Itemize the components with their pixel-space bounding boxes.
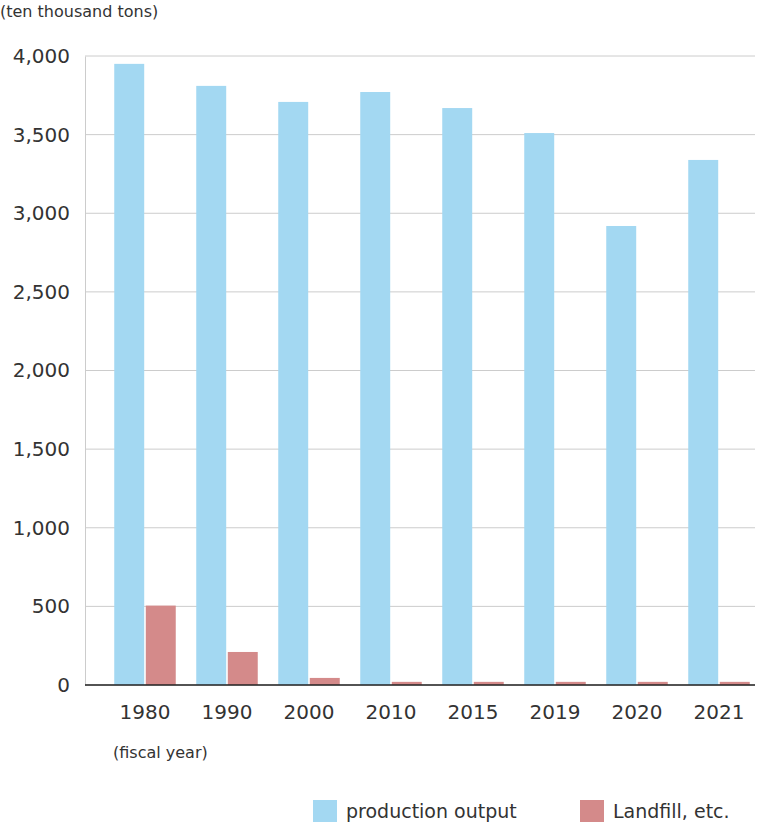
y-tick: 1,500 (13, 437, 85, 461)
y-axis-title: (ten thousand tons) (0, 2, 158, 21)
x-tick-label: 1980 (120, 700, 171, 724)
legend-label: Landfill, etc. (613, 800, 730, 822)
bar (146, 606, 176, 685)
grid-line (85, 134, 755, 135)
grid-line (85, 527, 755, 528)
y-tick: 500 (32, 594, 85, 618)
bar (606, 226, 636, 685)
bar (114, 64, 144, 685)
legend-swatch (580, 800, 604, 822)
y-axis: 0 500 1,000 1,500 2,000 2,500 3,000 3,500 4,000 (13, 44, 86, 697)
y-tick-label: 1,000 (13, 516, 70, 540)
x-tick-label: 1990 (202, 700, 253, 724)
y-tick-label: 3,000 (13, 201, 70, 225)
chart-svg: 0 500 1,000 1,500 2,000 2,500 3,000 3,500 4,000 1… (0, 0, 760, 826)
y-tick: 1,000 (13, 516, 85, 540)
x-tick: 1990 (202, 700, 253, 724)
y-tick: 3,500 (13, 123, 85, 147)
legend-label: production output (346, 800, 517, 822)
bar (442, 108, 472, 685)
x-axis-line (85, 684, 755, 686)
x-tick: 2019 (530, 700, 581, 724)
grid (85, 56, 755, 685)
legend-swatch (313, 800, 337, 822)
x-tick: 2021 (694, 700, 745, 724)
grid-line (85, 449, 755, 450)
y-tick: 3,000 (13, 201, 85, 225)
x-tick: 2000 (284, 700, 335, 724)
y-tick-label: 0 (57, 673, 70, 697)
x-axis-title: (fiscal year) (113, 743, 208, 762)
y-tick-label: 3,500 (13, 123, 70, 147)
bar (524, 133, 554, 685)
chart-container: 0 500 1,000 1,500 2,000 2,500 3,000 3,500 4,000 1… (0, 0, 760, 826)
x-tick-label: 2000 (284, 700, 335, 724)
grid-line (85, 56, 755, 57)
grid-line (85, 606, 755, 607)
legend: production output Landfill, etc. (313, 800, 730, 822)
bar (688, 160, 718, 685)
y-tick: 2,500 (13, 280, 85, 304)
bar (228, 652, 258, 685)
y-tick-label: 1,500 (13, 437, 70, 461)
y-tick-label: 4,000 (13, 44, 70, 68)
x-tick-label: 2020 (612, 700, 663, 724)
bar (196, 86, 226, 685)
y-tick: 0 (57, 673, 85, 697)
grid-line (85, 370, 755, 371)
grid-line (85, 685, 755, 686)
bars (114, 64, 750, 685)
x-tick: 1980 (120, 700, 171, 724)
grid-line (85, 291, 755, 292)
x-tick-label: 2021 (694, 700, 745, 724)
grid-line (85, 213, 755, 214)
y-axis-line (85, 57, 86, 686)
x-tick-label: 2015 (448, 700, 499, 724)
y-tick-label: 500 (32, 594, 70, 618)
x-tick: 2010 (366, 700, 417, 724)
y-tick: 2,000 (13, 358, 85, 382)
bar (278, 102, 308, 685)
x-tick-label: 2019 (530, 700, 581, 724)
bar (310, 678, 340, 685)
x-tick-label: 2010 (366, 700, 417, 724)
x-axis: 1980 1990 2000 2010 2015 2019 2020 2021 (85, 685, 755, 724)
x-tick: 2015 (448, 700, 499, 724)
y-tick-label: 2,000 (13, 358, 70, 382)
y-tick-label: 2,500 (13, 280, 70, 304)
bar (360, 92, 390, 685)
x-tick: 2020 (612, 700, 663, 724)
y-tick: 4,000 (13, 44, 85, 68)
